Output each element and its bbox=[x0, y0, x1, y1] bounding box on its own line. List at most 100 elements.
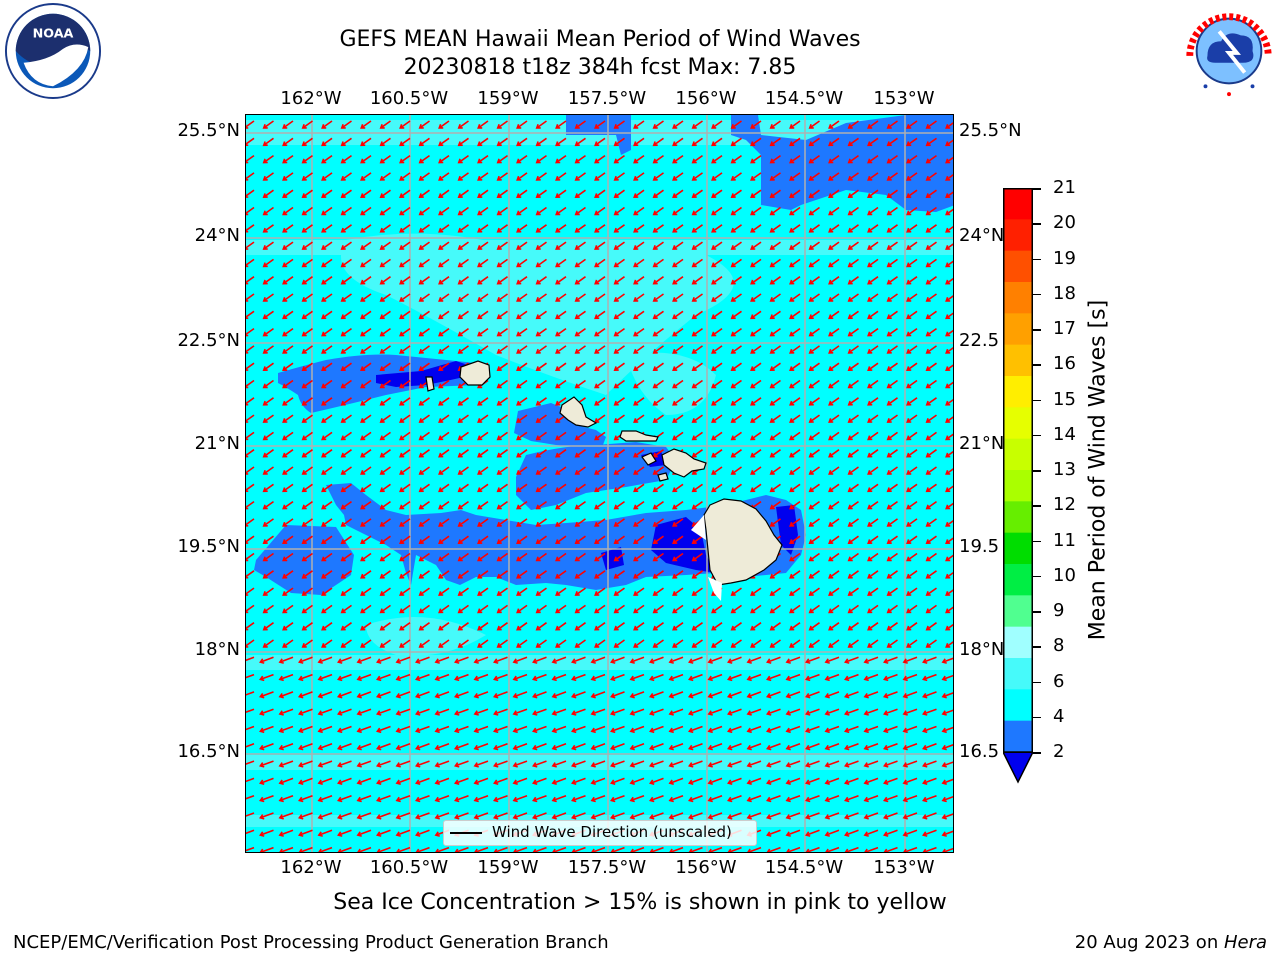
wave-direction-arrow bbox=[457, 500, 469, 510]
wave-direction-arrow bbox=[516, 639, 528, 648]
wave-direction-arrow bbox=[418, 604, 430, 614]
wave-direction-arrow bbox=[886, 397, 898, 406]
wave-direction-arrow bbox=[844, 725, 859, 734]
wave-direction-arrow bbox=[672, 639, 684, 648]
wave-direction-arrow bbox=[730, 379, 742, 389]
wave-direction-arrow bbox=[360, 137, 372, 147]
wave-direction-arrow bbox=[688, 743, 703, 751]
wave-direction-arrow bbox=[395, 656, 411, 664]
wave-direction-arrow bbox=[789, 120, 801, 129]
wave-direction-arrow bbox=[613, 258, 625, 268]
wave-direction-arrow bbox=[395, 743, 411, 751]
wave-direction-arrow bbox=[282, 172, 294, 181]
wave-direction-arrow bbox=[532, 656, 547, 664]
wave-direction-arrow bbox=[438, 604, 450, 614]
wave-direction-arrow bbox=[262, 535, 274, 544]
colorbar-tick-mark bbox=[1033, 540, 1041, 542]
wave-direction-arrow bbox=[278, 743, 294, 751]
wave-direction-arrow bbox=[418, 327, 430, 337]
wave-direction-arrow bbox=[356, 812, 372, 820]
wave-direction-arrow bbox=[594, 154, 606, 164]
wave-direction-arrow bbox=[906, 570, 918, 579]
wave-direction-arrow bbox=[555, 310, 567, 320]
wave-direction-arrow bbox=[750, 622, 762, 631]
wave-direction-arrow bbox=[399, 518, 411, 527]
wave-direction-arrow bbox=[418, 483, 430, 493]
wave-direction-arrow bbox=[886, 241, 898, 250]
wave-direction-arrow bbox=[535, 500, 547, 510]
wave-direction-arrow bbox=[711, 345, 723, 354]
wave-direction-arrow bbox=[454, 673, 469, 682]
wave-direction-arrow bbox=[321, 120, 333, 129]
island-maui bbox=[661, 448, 707, 478]
wave-direction-arrow bbox=[574, 154, 586, 164]
wave-direction-arrow bbox=[301, 483, 313, 493]
wave-direction-arrow bbox=[438, 224, 450, 233]
wave-direction-arrow bbox=[535, 431, 547, 441]
wave-direction-arrow bbox=[415, 829, 430, 837]
wave-direction-arrow bbox=[399, 137, 411, 147]
wave-direction-arrow bbox=[512, 673, 528, 682]
wave-direction-arrow bbox=[652, 397, 664, 406]
wave-direction-arrow bbox=[337, 691, 352, 699]
wave-direction-arrow bbox=[945, 139, 953, 147]
wave-direction-arrow bbox=[457, 431, 469, 441]
wave-direction-arrow bbox=[594, 293, 606, 302]
wave-direction-arrow bbox=[629, 708, 645, 716]
wave-direction-arrow bbox=[418, 241, 430, 250]
wave-direction-arrow bbox=[360, 449, 372, 458]
wave-direction-arrow bbox=[750, 379, 762, 389]
wave-direction-arrow bbox=[399, 587, 411, 596]
wave-direction-arrow bbox=[418, 293, 430, 302]
map-legend: Wind Wave Direction (unscaled) bbox=[443, 820, 757, 846]
wave-direction-arrow bbox=[473, 691, 489, 699]
wave-direction-arrow bbox=[828, 241, 840, 250]
wave-direction-arrow bbox=[594, 172, 606, 181]
wave-direction-arrow bbox=[418, 466, 430, 475]
wave-direction-arrow bbox=[418, 345, 430, 354]
wave-direction-arrow bbox=[769, 258, 781, 268]
wave-direction-arrow bbox=[496, 431, 508, 441]
wave-direction-arrow bbox=[847, 206, 859, 216]
wave-direction-arrow bbox=[477, 224, 489, 233]
wave-direction-arrow bbox=[571, 656, 586, 664]
wave-direction-arrow bbox=[415, 656, 430, 664]
legend-label: Wind Wave Direction (unscaled) bbox=[492, 823, 732, 841]
wave-direction-arrow bbox=[925, 518, 937, 527]
wave-direction-arrow bbox=[691, 397, 703, 406]
wave-direction-arrow bbox=[886, 276, 898, 285]
wave-direction-arrow bbox=[711, 310, 723, 320]
wave-direction-arrow bbox=[590, 743, 606, 751]
wave-direction-arrow bbox=[633, 449, 645, 458]
wave-direction-arrow bbox=[574, 449, 586, 458]
wave-direction-arrow bbox=[906, 500, 918, 510]
wave-direction-arrow bbox=[399, 327, 411, 337]
wave-direction-arrow bbox=[259, 691, 274, 699]
wave-direction-arrow bbox=[610, 794, 625, 803]
wave-direction-arrow bbox=[379, 137, 391, 147]
wave-direction-arrow bbox=[847, 397, 859, 406]
wave-direction-arrow bbox=[691, 535, 703, 544]
wave-direction-arrow bbox=[399, 172, 411, 181]
wave-direction-arrow bbox=[941, 726, 953, 734]
wave-direction-arrow bbox=[789, 587, 801, 596]
colorbar-band bbox=[1003, 344, 1033, 377]
wave-direction-arrow bbox=[551, 760, 567, 768]
colorbar-tick-label: 20 bbox=[1053, 212, 1076, 234]
wave-direction-arrow bbox=[535, 379, 547, 389]
colorbar-tick-label: 6 bbox=[1053, 670, 1065, 692]
wave-direction-arrow bbox=[321, 414, 333, 423]
wave-direction-arrow bbox=[317, 708, 333, 716]
wave-direction-arrow bbox=[418, 449, 430, 458]
wave-direction-arrow bbox=[516, 241, 528, 250]
wave-direction-arrow bbox=[652, 466, 664, 475]
wave-direction-arrow bbox=[808, 172, 820, 181]
wave-direction-arrow bbox=[828, 258, 840, 268]
wave-direction-arrow bbox=[454, 794, 469, 803]
wave-direction-arrow bbox=[828, 466, 840, 475]
colorbar-tick-mark bbox=[1033, 575, 1041, 578]
wave-direction-arrow bbox=[786, 846, 801, 852]
wave-direction-arrow bbox=[399, 310, 411, 320]
wave-direction-arrow bbox=[262, 449, 274, 458]
wave-direction-arrow bbox=[691, 552, 703, 562]
